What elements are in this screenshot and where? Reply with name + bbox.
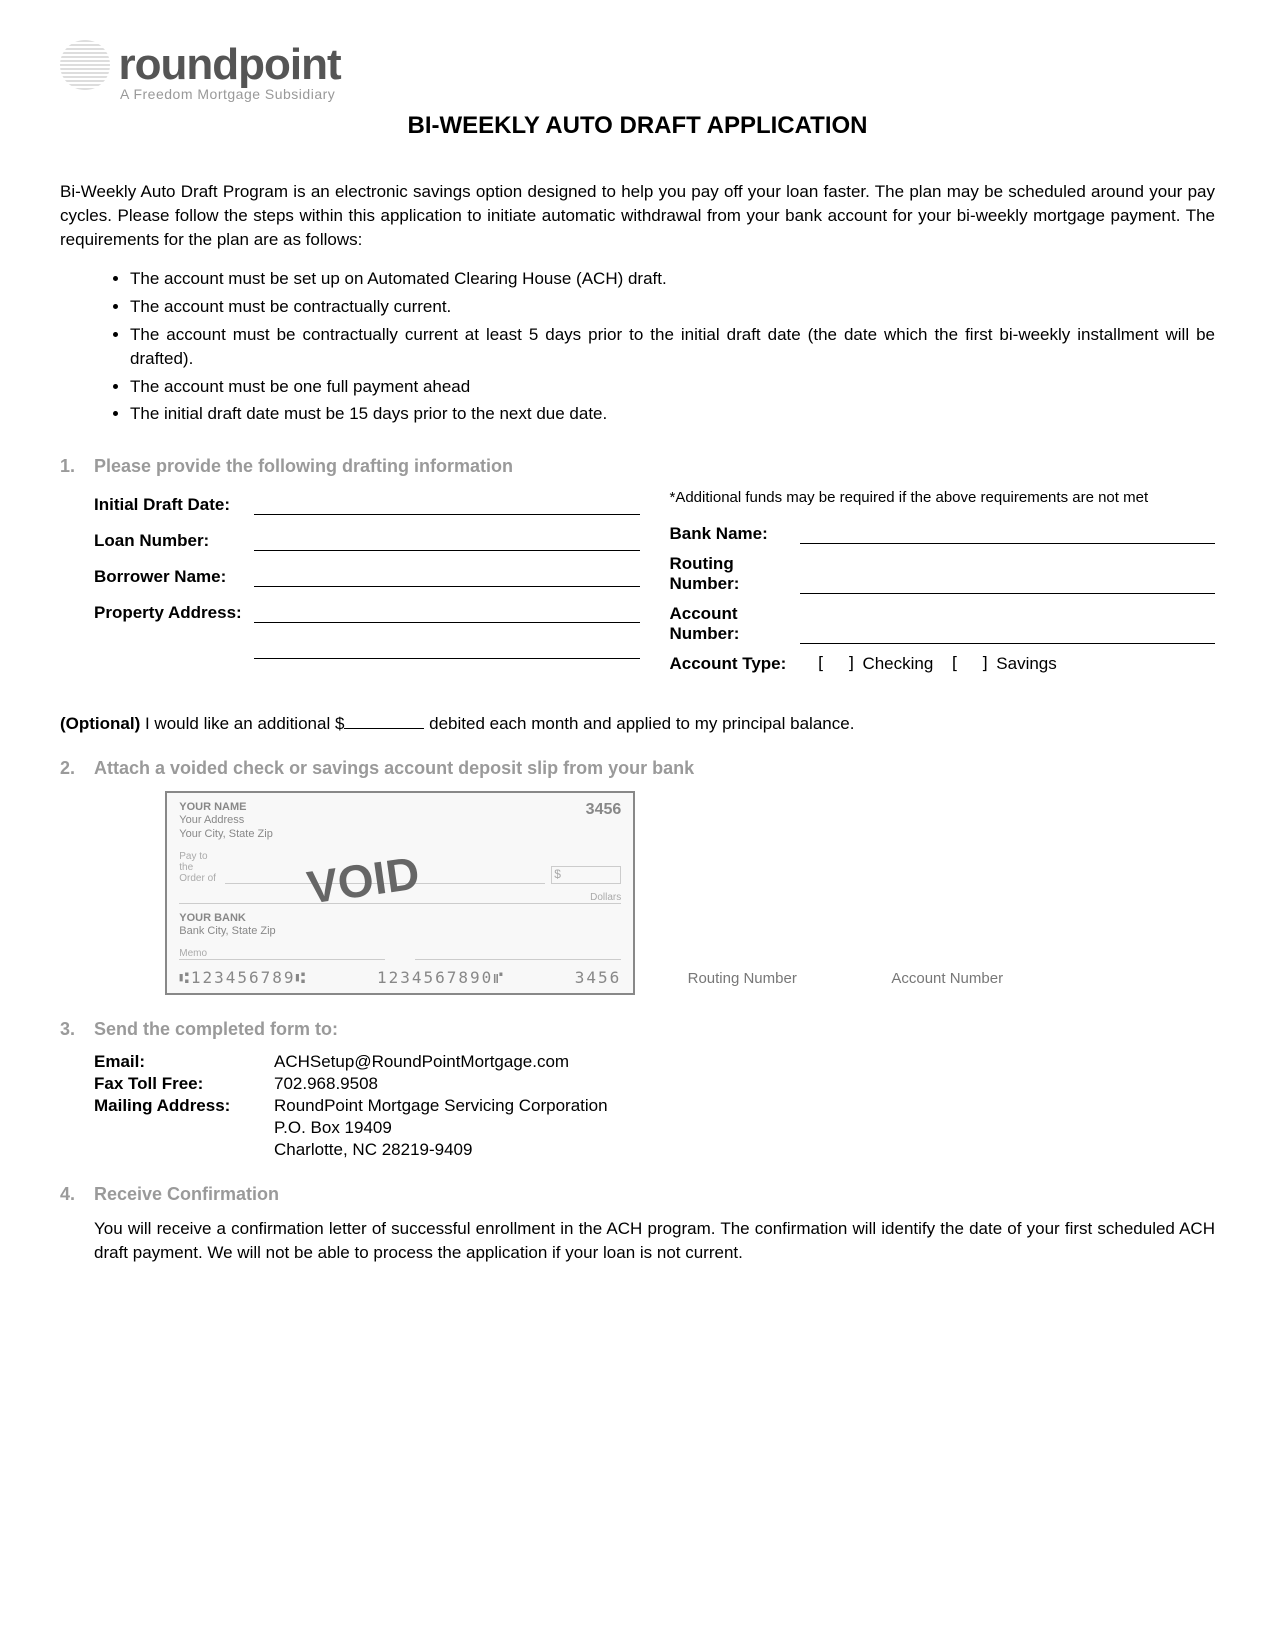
input-routing-number[interactable] — [800, 574, 1216, 594]
check-your-address: Your Address — [179, 814, 273, 827]
optional-label: (Optional) — [60, 714, 140, 733]
logo-block: roundpoint A Freedom Mortgage Subsidiary — [60, 40, 1215, 102]
section-3-header: 3. Send the completed form to: — [60, 1019, 1215, 1040]
checkbox-checking[interactable]: [ ] — [816, 654, 857, 674]
section-4-header: 4. Receive Confirmation — [60, 1184, 1215, 1205]
logo-text: roundpoint — [118, 40, 340, 90]
label-mailing-address: Mailing Address: — [94, 1096, 274, 1116]
section-2-header: 2. Attach a voided check or savings acco… — [60, 758, 1215, 779]
label-routing-number-callout: Routing Number — [640, 970, 845, 987]
check-pay-to: Pay to the Order of — [179, 851, 219, 884]
confirmation-text: You will receive a confirmation letter o… — [94, 1217, 1215, 1265]
check-your-name: YOUR NAME — [179, 801, 273, 814]
section-title: Please provide the following drafting in… — [94, 456, 513, 477]
label-account-number: Account Number: — [670, 604, 800, 644]
value-mailing-1: RoundPoint Mortgage Servicing Corporatio… — [274, 1096, 608, 1116]
label-email: Email: — [94, 1052, 274, 1072]
check-micr-checknum: 3456 — [575, 968, 622, 987]
check-micr-routing: ⑆123456789⑆ — [179, 968, 307, 987]
section-1-header: 1. Please provide the following drafting… — [60, 456, 1215, 477]
label-checking: Checking — [862, 654, 933, 674]
requirements-note: *Additional funds may be required if the… — [670, 489, 1216, 506]
optional-pre: I would like an additional $ — [140, 714, 344, 733]
contact-info: Email: ACHSetup@RoundPointMortgage.com F… — [94, 1052, 1215, 1160]
input-borrower-name[interactable] — [254, 567, 640, 587]
section-title: Send the completed form to: — [94, 1019, 338, 1040]
label-routing-number: Routing Number: — [670, 554, 800, 594]
label-initial-draft-date: Initial Draft Date: — [94, 495, 254, 515]
input-additional-amount[interactable] — [344, 728, 424, 729]
value-mailing-2: P.O. Box 19409 — [274, 1118, 392, 1138]
input-property-address-2[interactable] — [254, 639, 640, 659]
section-title: Receive Confirmation — [94, 1184, 279, 1205]
value-email: ACHSetup@RoundPointMortgage.com — [274, 1052, 569, 1072]
section-title: Attach a voided check or savings account… — [94, 758, 694, 779]
check-dollars-label: Dollars — [590, 892, 621, 903]
form-area: Initial Draft Date: Loan Number: Borrowe… — [94, 489, 1215, 674]
check-memo: Memo — [179, 948, 385, 960]
requirement-item: The initial draft date must be 15 days p… — [130, 402, 1215, 426]
checkbox-savings[interactable]: [ ] — [949, 654, 990, 674]
requirement-item: The account must be set up on Automated … — [130, 267, 1215, 291]
label-account-number-callout: Account Number — [845, 970, 1050, 987]
label-borrower-name: Borrower Name: — [94, 567, 254, 587]
value-fax: 702.968.9508 — [274, 1074, 378, 1094]
check-bank-name: YOUR BANK — [179, 912, 621, 925]
label-property-address: Property Address: — [94, 603, 254, 623]
requirement-item: The account must be contractually curren… — [130, 295, 1215, 319]
label-fax: Fax Toll Free: — [94, 1074, 274, 1094]
input-loan-number[interactable] — [254, 531, 640, 551]
label-account-type: Account Type: — [670, 654, 800, 674]
section-number: 2. — [60, 758, 94, 779]
requirements-list: The account must be set up on Automated … — [130, 267, 1215, 426]
check-number: 3456 — [586, 801, 622, 841]
input-property-address-1[interactable] — [254, 603, 640, 623]
requirement-item: The account must be contractually curren… — [130, 323, 1215, 371]
section-number: 4. — [60, 1184, 94, 1205]
label-bank-name: Bank Name: — [670, 524, 800, 544]
section-number: 3. — [60, 1019, 94, 1040]
label-savings: Savings — [996, 654, 1056, 674]
check-micr-account: 1234567890⑈ — [377, 968, 505, 987]
input-initial-draft-date[interactable] — [254, 495, 640, 515]
check-your-csz: Your City, State Zip — [179, 828, 273, 841]
document-title: BI-WEEKLY AUTO DRAFT APPLICATION — [60, 112, 1215, 140]
intro-paragraph: Bi-Weekly Auto Draft Program is an elect… — [60, 180, 1215, 251]
logo-tagline: A Freedom Mortgage Subsidiary — [120, 86, 1215, 102]
label-loan-number: Loan Number: — [94, 531, 254, 551]
requirement-item: The account must be one full payment ahe… — [130, 375, 1215, 399]
optional-line: (Optional) I would like an additional $ … — [60, 714, 1215, 734]
optional-post: debited each month and applied to my pri… — [424, 714, 854, 733]
voided-check-illustration: YOUR NAME Your Address Your City, State … — [60, 791, 1215, 995]
value-mailing-3: Charlotte, NC 28219-9409 — [274, 1140, 472, 1160]
input-bank-name[interactable] — [800, 524, 1216, 544]
section-number: 1. — [60, 456, 94, 477]
check-bank-csz: Bank City, State Zip — [179, 925, 621, 938]
input-account-number[interactable] — [800, 624, 1216, 644]
logo-icon — [60, 40, 110, 90]
